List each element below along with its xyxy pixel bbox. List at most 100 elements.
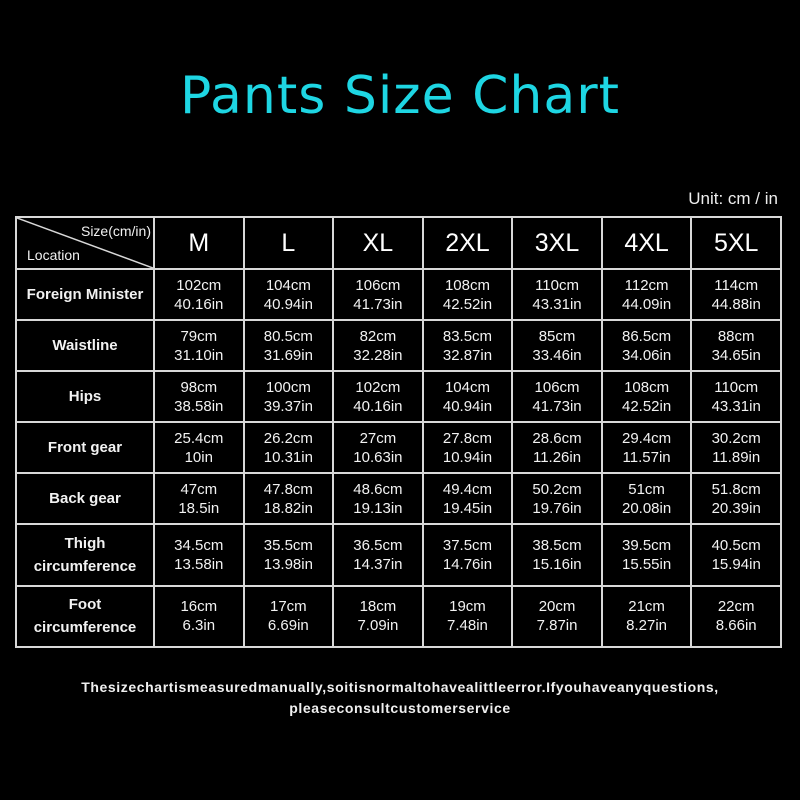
cm-value: 49.4cm: [442, 480, 493, 498]
table-cell: 29.4cm 11.57in: [600, 421, 693, 475]
table-cell: 28.6cm 11.26in: [511, 421, 603, 475]
in-value: 34.06in: [621, 346, 672, 364]
table-cell: 36.5cm 14.37in: [332, 523, 424, 587]
cm-value: 114cm: [714, 276, 759, 294]
table-row: Foreign Minister 102cm 40.16in 104cm 40.94in…: [15, 267, 782, 322]
size-header-m: M: [153, 216, 245, 270]
table-cell: 112cm 44.09in: [600, 267, 693, 322]
cm-value: 27.8cm: [442, 429, 493, 447]
table-cell: 48.6cm 19.13in: [332, 472, 424, 526]
in-value: 32.28in: [353, 346, 403, 364]
in-value: 7.09in: [357, 617, 399, 635]
cm-value: 20cm: [538, 598, 576, 616]
cm-value: 28.6cm: [532, 429, 582, 447]
table-cell: 51.8cm 20.39in: [690, 472, 782, 526]
table-cell: 39.5cm 15.55in: [600, 523, 693, 587]
row-label: Waistline: [15, 319, 155, 373]
table-cell: 26.2cm 10.31in: [242, 421, 335, 475]
cm-value: 86.5cm: [621, 327, 672, 345]
table-cell: 98cm 38.58in: [153, 370, 245, 424]
table-cell: 80.5cm 31.69in: [242, 319, 335, 373]
cm-value: 27cm: [359, 429, 397, 447]
table-row: Hips 98cm 38.58in 100cm 39.37in 102cm 40.16in 1…: [15, 370, 782, 424]
page-title: Pants Size Chart: [179, 66, 621, 126]
in-value: 8.66in: [715, 617, 757, 635]
table-cell: 104cm 40.94in: [421, 370, 514, 424]
table-cell: 18cm 7.09in: [332, 584, 424, 649]
in-value: 31.69in: [263, 346, 313, 364]
table-cell: 47cm 18.5in: [153, 472, 245, 526]
table-cell: 104cm 40.94in: [242, 267, 335, 322]
cm-value: 39.5cm: [621, 537, 672, 555]
table-cell: 110cm 43.31in: [690, 370, 782, 424]
in-value: 10in: [184, 448, 213, 466]
cm-value: 104cm: [444, 378, 490, 396]
cm-value: 17cm: [270, 598, 307, 616]
corner-location-label: Location: [27, 247, 80, 263]
in-value: 6.3in: [182, 617, 216, 635]
cm-value: 16cm: [180, 598, 218, 616]
in-value: 42.52in: [442, 295, 493, 313]
in-value: 6.69in: [267, 617, 309, 635]
unit-label: Unit: cm / in: [688, 189, 778, 208]
in-value: 44.09in: [621, 295, 672, 313]
in-value: 38.58in: [174, 397, 224, 415]
table-cell: 110cm 43.31in: [511, 267, 603, 322]
cm-value: 18cm: [359, 598, 397, 616]
table-cell: 47.8cm 18.82in: [242, 472, 335, 526]
row-label: Foreign Minister: [15, 267, 155, 322]
row-label: Foot circumference: [15, 584, 155, 649]
in-value: 14.37in: [353, 556, 403, 574]
cm-value: 106cm: [355, 276, 401, 294]
cm-value: 19cm: [449, 598, 486, 616]
in-value: 41.73in: [353, 295, 403, 313]
in-value: 10.31in: [263, 448, 313, 466]
table-cell: 108cm 42.52in: [600, 370, 693, 424]
table-cell: 86.5cm 34.06in: [600, 319, 693, 373]
table-cell: 20cm 7.87in: [511, 584, 603, 649]
row-label: Back gear: [15, 472, 155, 526]
cm-value: 98cm: [180, 378, 218, 396]
in-value: 13.98in: [263, 556, 313, 574]
in-value: 20.39in: [711, 499, 761, 517]
cm-value: 82cm: [359, 327, 397, 345]
row-label: Thigh circumference: [15, 523, 155, 587]
in-value: 19.13in: [353, 499, 403, 517]
in-value: 42.52in: [621, 397, 672, 415]
size-header-l: L: [242, 216, 335, 270]
in-value: 10.63in: [353, 448, 403, 466]
in-value: 40.94in: [442, 397, 493, 415]
table-row: Thigh circumference 34.5cm 13.58in 35.5cm 13…: [15, 523, 782, 587]
disclaimer-line-2: pleaseconsultcustomerservice: [289, 700, 511, 716]
table-cell: 50.2cm 19.76in: [511, 472, 603, 526]
in-value: 15.94in: [711, 556, 761, 574]
cm-value: 25.4cm: [174, 429, 224, 447]
size-header-xl: XL: [332, 216, 424, 270]
in-value: 20.08in: [621, 499, 672, 517]
table-cell: 88cm 34.65in: [690, 319, 782, 373]
row-label: Front gear: [15, 421, 155, 475]
in-value: 18.82in: [263, 499, 313, 517]
in-value: 14.76in: [442, 556, 493, 574]
cm-value: 79cm: [180, 327, 218, 345]
corner-size-label: Size(cm/in): [80, 223, 151, 239]
size-header-4xl: 4XL: [600, 216, 693, 270]
cm-value: 51cm: [628, 480, 665, 498]
disclaimer-line-1: Thesizechartismeasuredmanually,soitisnor…: [81, 679, 719, 695]
cm-value: 83.5cm: [442, 327, 493, 345]
table-cell: 35.5cm 13.98in: [242, 523, 335, 587]
cm-value: 30.2cm: [711, 429, 761, 447]
cm-value: 48.6cm: [353, 480, 403, 498]
diagonal-divider: [17, 218, 153, 268]
table-cell: 79cm 31.10in: [153, 319, 245, 373]
table-cell: 38.5cm 15.16in: [511, 523, 603, 587]
in-value: 43.31in: [532, 295, 582, 313]
in-value: 15.16in: [532, 556, 582, 574]
header-row: Size(cm/in) Location M L XL 2XL 3XL 4XL 5XL: [15, 216, 782, 270]
in-value: 11.89in: [712, 448, 761, 466]
cm-value: 108cm: [624, 378, 670, 396]
in-value: 40.16in: [174, 295, 224, 313]
in-value: 13.58in: [174, 556, 224, 574]
cm-value: 50.2cm: [532, 480, 582, 498]
in-value: 34.65in: [711, 346, 761, 364]
